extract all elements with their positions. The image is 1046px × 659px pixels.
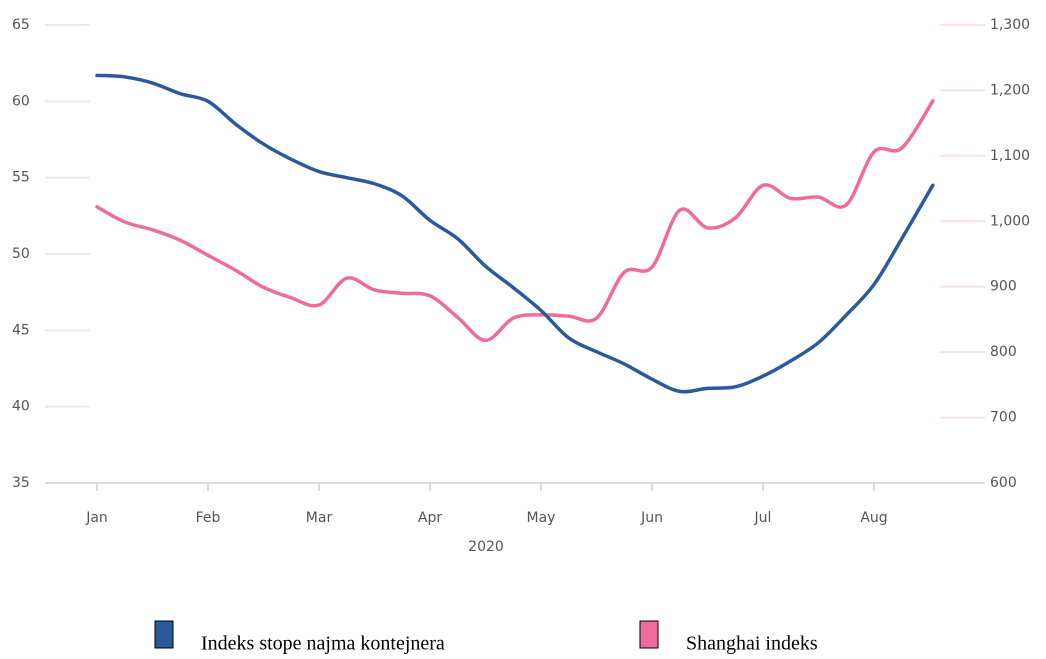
series-line	[95, 99, 935, 343]
y-tick-label: 60	[12, 93, 30, 109]
y2-tick-label: 600	[990, 475, 1017, 491]
x-tick-label: Feb	[196, 510, 221, 526]
y2-tick-label: 1,200	[990, 82, 1030, 98]
y2-tick-label: 1,000	[990, 213, 1030, 229]
y-tick-label: 45	[12, 322, 30, 338]
legend-label: Shanghai indeks	[686, 633, 818, 655]
y-tick-label: 55	[12, 170, 30, 186]
series-line	[95, 73, 935, 394]
x-tick-label: May	[527, 510, 556, 526]
x-tick-label: Mar	[306, 510, 333, 526]
x-tick-label: Aug	[860, 510, 887, 526]
y-tick-label: 35	[12, 475, 30, 491]
y2-tick-label: 700	[990, 410, 1017, 426]
x-axis-label: 2020	[468, 539, 504, 555]
y-tick-label: 50	[12, 246, 30, 262]
x-tick-label: Jan	[85, 510, 108, 526]
x-tick-label: Apr	[418, 510, 442, 526]
legend-swatch	[154, 620, 174, 649]
legend-label: Indeks stope najma kontejnera	[201, 633, 445, 655]
y2-tick-label: 900	[990, 279, 1017, 295]
x-tick-label: Jul	[754, 510, 772, 526]
y-tick-label: 65	[12, 17, 30, 33]
y2-tick-label: 800	[990, 344, 1017, 360]
legend-swatch	[639, 620, 659, 649]
x-tick-label: Jun	[640, 510, 663, 526]
y2-tick-label: 1,300	[990, 17, 1030, 33]
y2-tick-label: 1,100	[990, 148, 1030, 164]
y-tick-label: 40	[12, 399, 30, 415]
